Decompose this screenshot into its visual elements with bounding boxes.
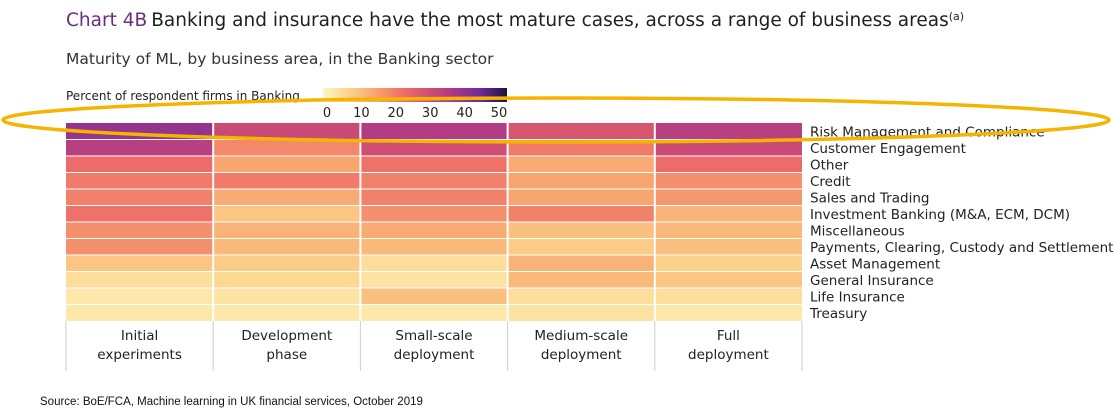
heatmap-cell — [360, 189, 508, 206]
heatmap-cell — [507, 304, 655, 321]
heatmap-cell — [654, 189, 802, 206]
heatmap-cell — [507, 222, 655, 239]
chart-title: Chart 4B Banking and insurance have the m… — [66, 10, 964, 31]
heatmap-cell — [507, 156, 655, 173]
chart-number: Chart 4B — [66, 10, 148, 31]
heatmap-cell — [654, 222, 802, 239]
legend-tick-label: 10 — [353, 106, 370, 121]
heatmap-cell — [507, 139, 655, 156]
row-label: Asset Management — [810, 256, 940, 272]
heatmap-cell — [360, 172, 508, 189]
legend-tick-label: 0 — [323, 106, 331, 121]
heatmap-cell — [360, 304, 508, 321]
heatmap-cell — [213, 288, 361, 305]
row-label: Risk Management and Compliance — [810, 124, 1045, 140]
row-label: Life Insurance — [810, 289, 905, 305]
heatmap-cell — [360, 255, 508, 272]
heatmap-cell — [213, 255, 361, 272]
heatmap-cell — [213, 172, 361, 189]
column-label: Development phase — [241, 328, 332, 363]
heatmap-cell — [360, 156, 508, 173]
heatmap-cell — [654, 238, 802, 255]
heatmap-cell — [213, 156, 361, 173]
heatmap-cell — [654, 172, 802, 189]
legend-tick-label: 50 — [491, 106, 508, 121]
heatmap-cell — [66, 205, 214, 222]
heatmap-cell — [654, 205, 802, 222]
column-label: Full deployment — [688, 328, 769, 363]
heatmap-cell — [654, 255, 802, 272]
heatmap-cell — [213, 238, 361, 255]
heatmap-cell — [360, 222, 508, 239]
heatmap-cell — [507, 238, 655, 255]
heatmap-cell — [66, 123, 214, 140]
heatmap-cell — [213, 271, 361, 288]
heatmap-cell — [507, 271, 655, 288]
heatmap-cell — [654, 271, 802, 288]
heatmap-cell — [507, 189, 655, 206]
heatmap-cell — [507, 255, 655, 272]
heatmap-cell — [213, 304, 361, 321]
heatmap-cell — [360, 139, 508, 156]
heatmap-cell — [66, 172, 214, 189]
legend-color-bar — [323, 88, 507, 102]
heatmap-cell — [507, 205, 655, 222]
legend-title: Percent of respondent firms in Banking — [66, 89, 300, 103]
heatmap-cell — [654, 139, 802, 156]
row-label: Investment Banking (M&A, ECM, DCM) — [810, 207, 1070, 223]
source-note: Source: BoE/FCA, Machine learning in UK … — [40, 396, 423, 408]
legend-tick-label: 30 — [422, 106, 439, 121]
heatmap-cell — [66, 271, 214, 288]
heatmap-cell — [66, 156, 214, 173]
heatmap-cell — [507, 172, 655, 189]
title-footnote-marker: (a) — [948, 10, 965, 23]
heatmap-cell — [360, 271, 508, 288]
heatmap-cell — [360, 205, 508, 222]
heatmap-cell — [66, 238, 214, 255]
heatmap-cell — [213, 139, 361, 156]
heatmap-cell — [654, 304, 802, 321]
heatmap-cell — [654, 156, 802, 173]
heatmap-cell — [213, 205, 361, 222]
row-label: Customer Engagement — [810, 141, 966, 157]
heatmap-cell — [507, 123, 655, 140]
heatmap-cell — [507, 288, 655, 305]
heatmap-cell — [66, 139, 214, 156]
column-label: Small-scale deployment — [394, 328, 475, 363]
heatmap-cell — [360, 288, 508, 305]
heatmap-cell — [213, 189, 361, 206]
row-label: Sales and Trading — [810, 190, 929, 206]
heatmap-cell — [213, 123, 361, 140]
heatmap-cell — [66, 255, 214, 272]
heatmap-cell — [66, 304, 214, 321]
heatmap-cell — [213, 222, 361, 239]
row-label: Miscellaneous — [810, 223, 905, 239]
chart-subtitle: Maturity of ML, by business area, in the… — [66, 50, 494, 68]
row-label: Credit — [810, 174, 851, 190]
heatmap-cell — [654, 288, 802, 305]
heatmap-cell — [66, 288, 214, 305]
heatmap-cell — [654, 123, 802, 140]
column-label: Medium-scale deployment — [534, 328, 628, 363]
chart-title-text: Banking and insurance have the most matu… — [151, 10, 949, 31]
column-label: Initial experiments — [97, 328, 182, 363]
legend-tick-label: 40 — [456, 106, 473, 121]
row-label: Payments, Clearing, Custody and Settleme… — [810, 240, 1113, 256]
heatmap-cell — [360, 238, 508, 255]
heatmap-cell — [360, 123, 508, 140]
legend-tick-label: 20 — [388, 106, 405, 121]
heatmap-cell — [66, 222, 214, 239]
row-label: General Insurance — [810, 273, 934, 289]
row-label: Other — [810, 157, 849, 173]
heatmap-cell — [66, 189, 214, 206]
row-label: Treasury — [809, 306, 867, 322]
